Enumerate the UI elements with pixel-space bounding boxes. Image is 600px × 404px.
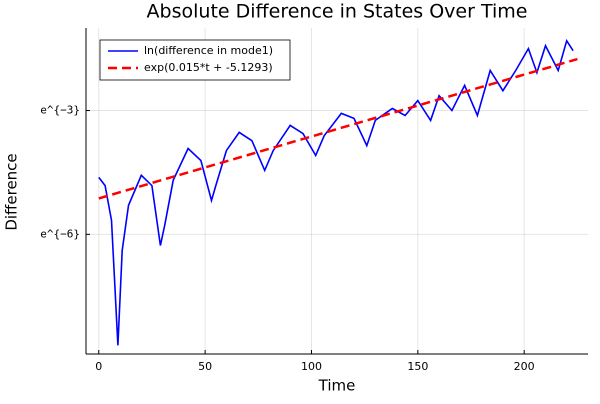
x-tick-label: 150 bbox=[407, 360, 428, 373]
chart-title: Absolute Difference in States Over Time bbox=[147, 1, 528, 23]
legend-label: ln(difference in mode1) bbox=[144, 44, 273, 57]
x-tick-label: 200 bbox=[514, 360, 535, 373]
y-axis-label: Difference bbox=[3, 153, 21, 230]
legend-box bbox=[99, 39, 291, 81]
y-tick-label: e^{−3} bbox=[40, 104, 80, 117]
x-tick-label: 0 bbox=[95, 360, 102, 373]
x-tick-label: 100 bbox=[301, 360, 322, 373]
legend-label: exp(0.015*t + -5.1293) bbox=[144, 61, 273, 74]
x-axis-label: Time bbox=[318, 377, 356, 395]
x-tick-label: 50 bbox=[198, 360, 212, 373]
y-tick-label: e^{−6} bbox=[40, 227, 80, 240]
series-line bbox=[98, 38, 574, 346]
